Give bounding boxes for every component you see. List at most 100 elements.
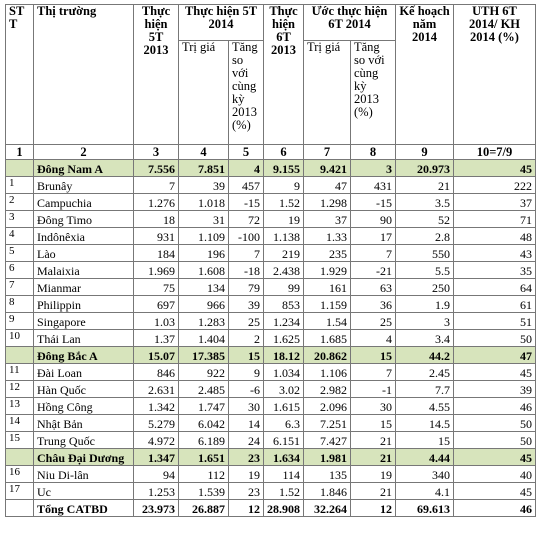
value-cell: 46 [453,397,536,415]
table-row: 5 Lào 184 196 7 219 235 7 550 43 [5,244,536,262]
value-cell: 99 [263,278,304,296]
market-name: Indônêxia [33,227,134,245]
header-cell: Thực hiện 5T 2013 [133,4,179,145]
value-cell: 1.404 [178,329,229,347]
value-cell: 7.251 [303,414,351,432]
table-row: 14 Nhật Bản 5.279 6.042 14 6.3 7.251 15 14.5 50 [5,414,536,432]
market-name: Đông Nam A [33,159,134,177]
value-cell: 24 [228,431,264,449]
value-cell: 18 [133,210,179,228]
value-cell: 7.427 [303,431,351,449]
column-number: 8 [350,144,396,160]
value-cell: 4.44 [395,448,454,466]
value-cell: -100 [228,227,264,245]
value-cell: 19 [350,465,396,483]
value-cell: 1.159 [303,295,351,313]
value-cell: 15 [350,346,396,364]
value-cell: 1.539 [178,482,229,500]
value-cell: 14 [228,414,264,432]
value-cell: 21 [350,448,396,466]
value-cell: 196 [178,244,229,262]
value-cell: 1.347 [133,448,179,466]
value-cell: 21 [350,482,396,500]
value-cell: 15 [395,431,454,449]
value-cell: 39 [453,380,536,398]
value-cell: 4 [350,329,396,347]
market-name: Đông Bắc A [33,346,134,364]
value-cell: 1.109 [178,227,229,245]
value-cell: 2.45 [395,363,454,381]
value-cell: 47 [303,176,351,194]
table-row: 13 Hồng Công 1.342 1.747 30 1.615 2.096 30 4.55 4… [5,397,536,415]
column-number: 9 [395,144,454,160]
column-number: 10=7/9 [453,144,536,160]
market-name: Thái Lan [33,329,134,347]
value-cell: 3.5 [395,193,454,211]
row-number: 12 [5,380,34,398]
value-cell: 457 [228,176,264,194]
value-cell: 37 [453,193,536,211]
value-cell: 931 [133,227,179,245]
value-cell: -21 [350,261,396,279]
value-cell: 71 [453,210,536,228]
value-cell: -1 [350,380,396,398]
value-cell: -6 [228,380,264,398]
table-row: Châu Đại Dương 1.347 1.651 23 1.634 1.981 21 4.… [5,448,536,466]
table-row: 3 Đông Timo 18 31 72 19 37 90 52 71 [5,210,536,228]
market-name: Campuchia [33,193,134,211]
value-cell: 1.54 [303,312,351,330]
value-cell: 15 [228,346,264,364]
market-name: Đông Timo [33,210,134,228]
value-cell: 15.07 [133,346,179,364]
value-cell: 19 [263,210,304,228]
value-cell: 1.276 [133,193,179,211]
subheader-cell: Tăng so với cùng kỳ 2013 (%) [350,40,396,145]
value-cell: 2 [228,329,264,347]
value-cell: 9.421 [303,159,351,177]
row-number: 3 [5,210,34,228]
value-cell: 1.608 [178,261,229,279]
market-name: Châu Đại Dương [33,448,134,466]
value-cell: 25 [228,312,264,330]
subheader-cell: Trị giá [303,40,351,145]
value-cell: 1.253 [133,482,179,500]
value-cell: 7 [350,244,396,262]
value-cell: 1.03 [133,312,179,330]
row-number: 4 [5,227,34,245]
header-cell: UTH 6T 2014/ KH 2014 (%) [453,4,536,145]
row-number: 15 [5,431,34,449]
market-name: Malaixia [33,261,134,279]
market-name: Mianmar [33,278,134,296]
value-cell: 2.8 [395,227,454,245]
row-number: 2 [5,193,34,211]
header-cell: Thực hiện 5T 2014 [178,4,264,41]
value-cell: 1.37 [133,329,179,347]
value-cell: 1.52 [263,193,304,211]
value-cell: 1.018 [178,193,229,211]
value-cell: 1.929 [303,261,351,279]
value-cell: 2.485 [178,380,229,398]
value-cell: 15 [350,414,396,432]
value-cell: 4.55 [395,397,454,415]
header-cell: Thực hiện 6T 2013 [263,4,304,145]
table-row: 10 Thái Lan 1.37 1.404 2 1.625 1.685 4 3.4 50 [5,329,536,347]
value-cell: 219 [263,244,304,262]
value-cell: 39 [178,176,229,194]
value-cell: 2.982 [303,380,351,398]
value-cell: 1.634 [263,448,304,466]
row-number: 6 [5,261,34,279]
value-cell: 7 [133,176,179,194]
value-cell: 37 [303,210,351,228]
value-cell: 20.862 [303,346,351,364]
value-cell: 72 [228,210,264,228]
value-cell: -15 [228,193,264,211]
value-cell: -15 [350,193,396,211]
value-cell: 25 [350,312,396,330]
value-cell: 46 [453,499,536,517]
value-cell: 1.981 [303,448,351,466]
value-cell: 6.151 [263,431,304,449]
value-cell: 7.556 [133,159,179,177]
value-cell: 51 [453,312,536,330]
table-row: 16 Niu Di-lân 94 112 19 114 135 19 340 40 [5,465,536,483]
value-cell: 9.155 [263,159,304,177]
